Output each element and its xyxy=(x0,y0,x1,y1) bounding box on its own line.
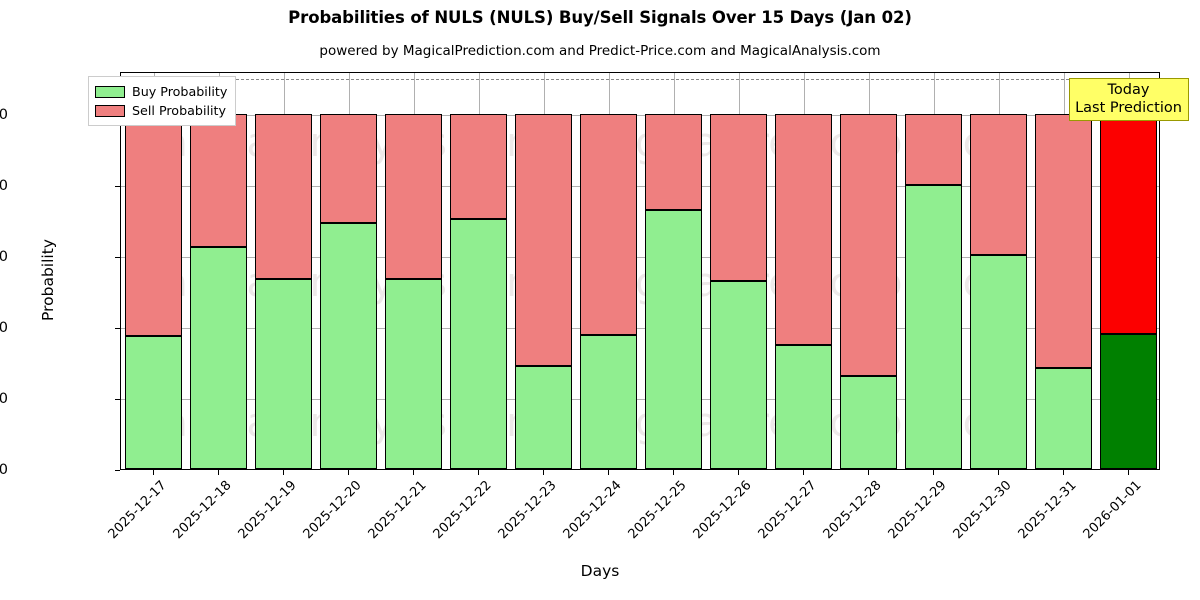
bar-group[interactable] xyxy=(514,72,573,469)
x-tick-mark xyxy=(737,470,739,475)
bar-group[interactable] xyxy=(254,72,313,469)
x-tick-mark xyxy=(802,470,804,475)
bar-group[interactable] xyxy=(319,72,378,469)
bar-group[interactable] xyxy=(579,72,638,469)
y-tick-label: 0 xyxy=(0,462,8,478)
today-label-line1: Today xyxy=(1107,82,1150,98)
x-tick-mark xyxy=(607,470,609,475)
x-tick-mark xyxy=(477,470,479,475)
x-tick-mark xyxy=(672,470,674,475)
bar-segment-buy[interactable] xyxy=(189,246,248,469)
bar-segment-sell[interactable] xyxy=(644,113,703,210)
x-axis-label: Days xyxy=(580,562,620,580)
x-tick-mark xyxy=(542,470,544,475)
x-tick-mark xyxy=(1062,470,1064,475)
plot-area: MagicalAnalysis.comMagicalPrediction.com… xyxy=(120,72,1160,470)
y-tick-label: 40 xyxy=(0,319,8,336)
bar-segment-buy[interactable] xyxy=(1099,334,1158,469)
bar-segment-sell[interactable] xyxy=(384,113,443,280)
legend-label: Sell Probability xyxy=(132,103,227,118)
bar-segment-sell[interactable] xyxy=(969,113,1028,255)
x-tick-mark xyxy=(347,470,349,475)
y-tick-mark xyxy=(115,327,120,329)
y-axis-label: Probability xyxy=(39,239,57,321)
today-annotation: Today Last Prediction xyxy=(1068,78,1189,121)
bar-group[interactable] xyxy=(969,72,1028,469)
legend-swatch-icon xyxy=(95,85,125,98)
y-tick-label: 80 xyxy=(0,177,8,194)
bar-segment-buy[interactable] xyxy=(514,365,573,469)
bar-segment-sell[interactable] xyxy=(449,113,508,219)
y-tick-mark xyxy=(115,470,120,471)
x-tick-mark xyxy=(932,470,934,475)
bar-segment-buy[interactable] xyxy=(1034,368,1093,469)
bar-segment-sell[interactable] xyxy=(254,113,313,280)
y-tick-mark xyxy=(115,398,120,400)
bar-segment-buy[interactable] xyxy=(124,335,183,469)
bar-group[interactable] xyxy=(1034,72,1093,469)
chart-legend: Buy Probability Sell Probability xyxy=(88,76,237,126)
y-tick-mark xyxy=(115,185,120,187)
bar-segment-buy[interactable] xyxy=(644,209,703,469)
bar-segment-buy[interactable] xyxy=(449,218,508,469)
bar-segment-sell[interactable] xyxy=(579,113,638,336)
bar-segment-buy[interactable] xyxy=(319,222,378,469)
reference-dashed-line xyxy=(121,79,1159,81)
y-gridline xyxy=(121,114,1159,116)
x-tick-mark xyxy=(152,470,154,475)
x-tick-mark xyxy=(867,470,869,475)
legend-label: Buy Probability xyxy=(132,84,228,99)
bar-segment-sell[interactable] xyxy=(319,113,378,223)
x-tick-mark xyxy=(412,470,414,475)
page-title: Probabilities of NULS (NULS) Buy/Sell Si… xyxy=(288,8,912,27)
bar-segment-buy[interactable] xyxy=(709,281,768,469)
bar-segment-buy[interactable] xyxy=(384,279,443,469)
chart-subtitle: powered by MagicalPrediction.com and Pre… xyxy=(319,43,881,59)
bar-group[interactable] xyxy=(189,72,248,469)
bar-segment-sell[interactable] xyxy=(774,113,833,346)
x-tick-mark xyxy=(217,470,219,475)
x-tick-label: 2025-12-17 xyxy=(105,478,170,543)
bar-group[interactable] xyxy=(384,72,443,469)
bar-segment-sell[interactable] xyxy=(189,113,248,247)
legend-item[interactable]: Buy Probability xyxy=(95,82,227,101)
y-tick-label: 100 xyxy=(0,106,8,123)
y-tick-label: 20 xyxy=(0,390,8,407)
bar-group[interactable] xyxy=(774,72,833,469)
bar-segment-buy[interactable] xyxy=(254,279,313,469)
bar-segment-buy[interactable] xyxy=(774,345,833,469)
bar-group[interactable] xyxy=(709,72,768,469)
bar-group[interactable] xyxy=(124,72,183,469)
x-tick-mark xyxy=(1127,470,1129,475)
bar-segment-sell[interactable] xyxy=(709,113,768,282)
x-tick-mark xyxy=(282,470,284,475)
bar-segment-sell[interactable] xyxy=(124,113,183,336)
bar-group[interactable] xyxy=(904,72,963,469)
legend-swatch-icon xyxy=(95,104,125,117)
y-gridline xyxy=(121,327,1159,329)
bar-segment-buy[interactable] xyxy=(904,184,963,469)
y-tick-mark xyxy=(115,256,120,258)
bar-segment-buy[interactable] xyxy=(969,254,1028,469)
y-gridline xyxy=(121,185,1159,187)
bar-segment-sell[interactable] xyxy=(904,113,963,185)
bar-segment-sell[interactable] xyxy=(514,113,573,366)
y-gridline xyxy=(121,256,1159,258)
bar-group[interactable] xyxy=(449,72,508,469)
bar-segment-buy[interactable] xyxy=(839,375,898,469)
y-tick-label: 60 xyxy=(0,248,8,265)
bar-group[interactable] xyxy=(839,72,898,469)
x-tick-mark xyxy=(997,470,999,475)
bar-segment-sell[interactable] xyxy=(839,113,898,376)
bar-segment-buy[interactable] xyxy=(579,335,638,469)
bar-segment-sell[interactable] xyxy=(1099,113,1158,335)
plot-top-border xyxy=(120,72,1160,73)
bar-group[interactable] xyxy=(1099,72,1158,469)
legend-item[interactable]: Sell Probability xyxy=(95,101,227,120)
bar-segment-sell[interactable] xyxy=(1034,113,1093,369)
today-label-line2: Last Prediction xyxy=(1075,100,1182,116)
bar-group[interactable] xyxy=(644,72,703,469)
y-gridline xyxy=(121,398,1159,400)
